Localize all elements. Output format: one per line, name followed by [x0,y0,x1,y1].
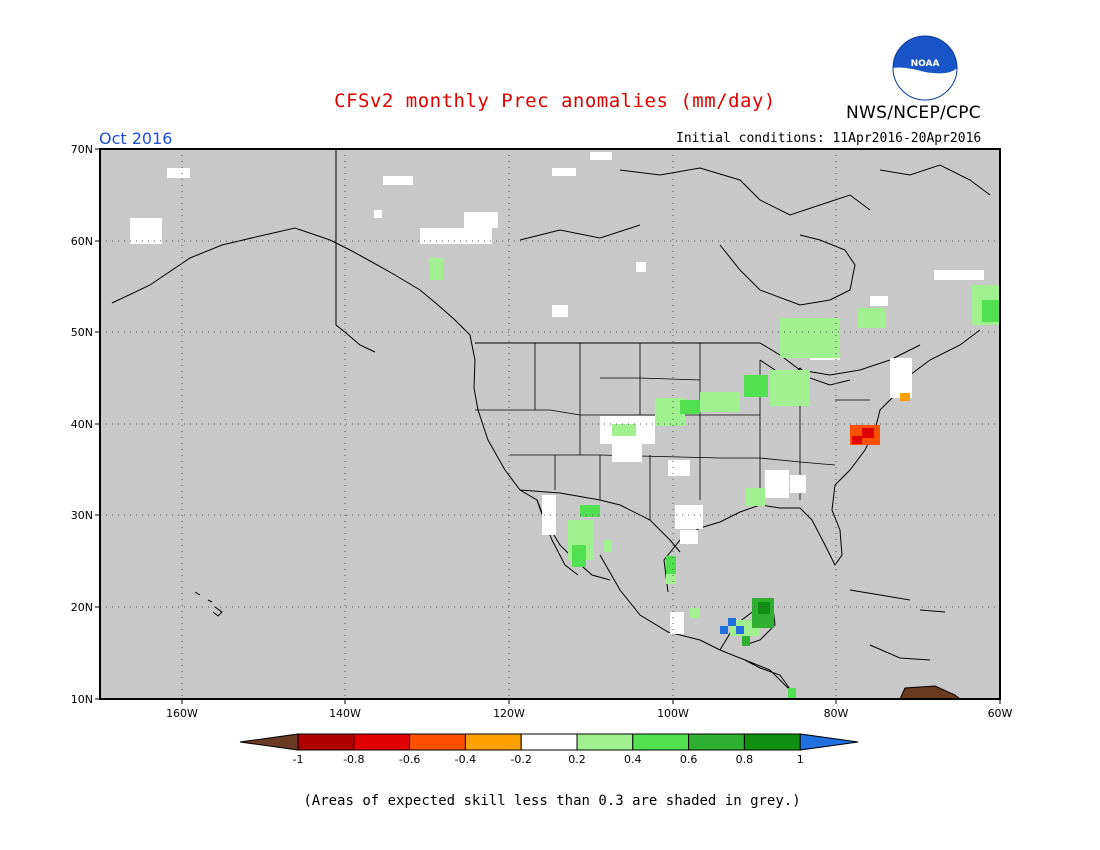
forecast-month: Oct 2016 [99,129,173,148]
skill-footnote: (Areas of expected skill less than 0.3 a… [303,793,801,809]
colorbar-tick-label: 0.2 [568,753,586,766]
colorbar-arrow-high [799,733,859,751]
lon-label: 100W [657,707,689,720]
noaa-logo: NOAA [892,35,958,101]
lat-label: 60N [71,235,93,248]
colorbar-arrow-low [239,733,299,751]
map-panel [99,148,1001,700]
initial-conditions: Initial conditions: 11Apr2016-20Apr2016 [676,131,982,146]
lon-label: 80W [824,707,849,720]
anomaly-patches [130,152,1000,699]
colorbar-box [743,733,801,751]
colorbar-tick-label: -0.8 [343,753,364,766]
colorbar-box [409,733,466,751]
colorbar: -1 -0.8 -0.6 -0.4 -0.2 0.2 0.4 0.6 0.8 1 [239,733,859,766]
lon-label: 60W [988,707,1013,720]
colorbar-tick-label: -1 [293,753,304,766]
colorbar-tick-label: 1 [797,753,804,766]
lat-label: 10N [71,693,93,706]
colorbar-tick-label: -0.4 [455,753,476,766]
noaa-logo-text: NOAA [911,59,940,69]
colorbar-box [520,733,578,751]
colorbar-tick-label: 0.8 [736,753,754,766]
colorbar-tick-label: 0.4 [624,753,642,766]
colorbar-tick-label: -0.6 [399,753,420,766]
colorbar-box [688,733,745,751]
colorbar-box [464,733,522,751]
lon-label: 160W [166,707,198,720]
lat-label: 20N [71,601,93,614]
lon-label: 120W [493,707,525,720]
chart-title: CFSv2 monthly Prec anomalies (mm/day) [334,90,776,112]
lat-label: 70N [71,143,93,156]
colorbar-box [632,733,690,751]
colorbar-box [576,733,634,751]
colorbar-tick-label: 0.6 [680,753,698,766]
colorbar-box [297,733,355,751]
lon-label: 140W [329,707,361,720]
lat-label: 50N [71,326,93,339]
lat-label: 30N [71,509,93,522]
colorbar-box [353,733,411,751]
lat-label: 40N [71,418,93,431]
colorbar-tick-label: -0.2 [510,753,531,766]
organization-label: NWS/NCEP/CPC [846,103,981,123]
